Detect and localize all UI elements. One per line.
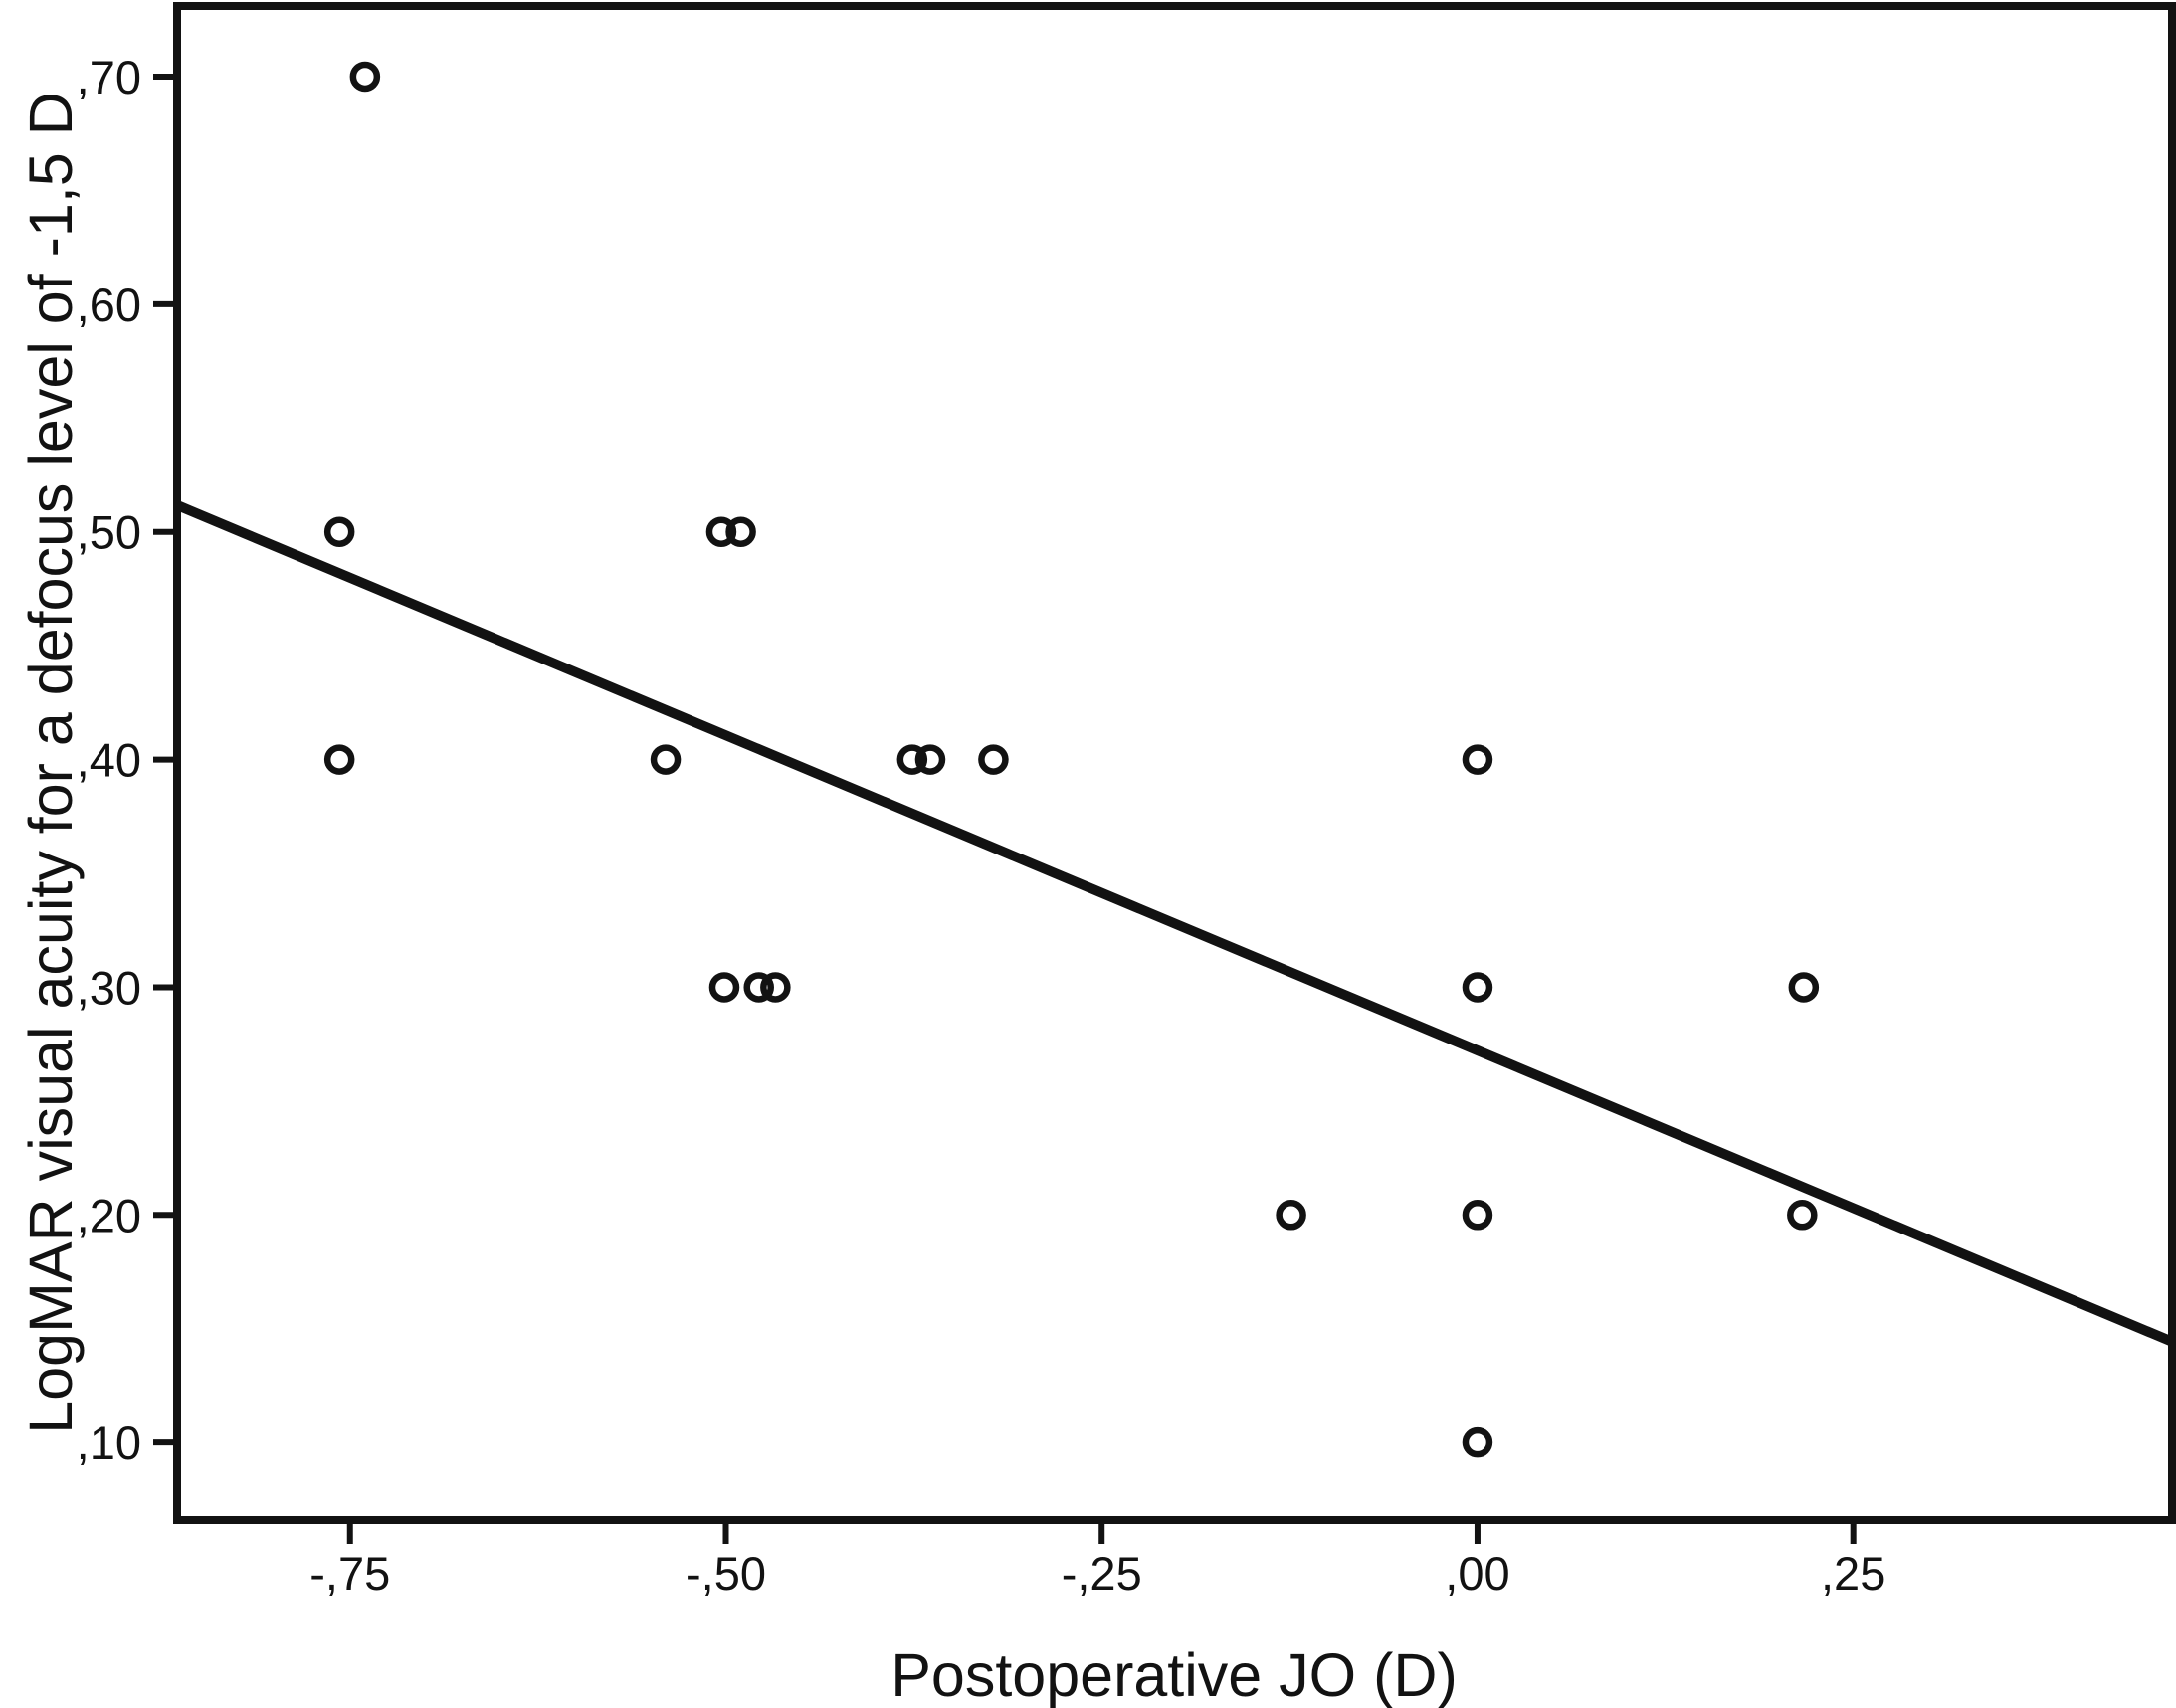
- data-point: [1462, 972, 1493, 1003]
- y-axis-ticks: ,70 ,60 ,50 ,40 ,30 ,20 ,10: [77, 51, 177, 1469]
- y-tick-label: ,60: [77, 279, 141, 331]
- data-point: [760, 972, 791, 1003]
- data-point: [323, 744, 355, 775]
- y-tick-label: ,70: [77, 51, 141, 103]
- y-axis-title: LogMAR visual acuity for a defocus level…: [17, 92, 85, 1433]
- data-point: [708, 972, 740, 1003]
- x-tick-label: -,25: [1062, 1547, 1142, 1600]
- data-point: [323, 516, 355, 547]
- x-tick-label: -,75: [309, 1547, 390, 1600]
- y-tick-label: ,20: [77, 1189, 141, 1241]
- data-point: [349, 61, 381, 93]
- data-point: [914, 744, 946, 775]
- data-point: [743, 972, 774, 1003]
- y-tick-label: ,40: [77, 734, 141, 787]
- data-point: [1276, 1200, 1306, 1231]
- data-point: [725, 516, 756, 547]
- plot-frame: [173, 2, 2176, 1524]
- data-point: [1462, 1200, 1493, 1231]
- data-point: [978, 744, 1009, 775]
- y-tick-label: ,10: [77, 1417, 141, 1469]
- data-point: [1462, 1426, 1493, 1458]
- x-axis-title: Postoperative JO (D): [890, 1641, 1458, 1708]
- data-point: [1787, 1200, 1818, 1231]
- x-tick-label: ,25: [1821, 1547, 1885, 1600]
- data-point: [896, 744, 928, 775]
- y-tick-label: ,50: [77, 506, 141, 559]
- scatter-series: [175, 61, 2174, 1458]
- x-axis-ticks: -,75 -,50 -,25 ,00 ,25: [309, 1520, 1885, 1600]
- regression-line: [175, 500, 2174, 1347]
- y-tick-label: ,30: [77, 961, 141, 1014]
- data-point: [1788, 972, 1820, 1003]
- data-point: [705, 516, 737, 547]
- data-point: [650, 744, 682, 775]
- x-tick-label: ,00: [1445, 1547, 1509, 1600]
- data-point: [1462, 744, 1493, 775]
- x-tick-label: -,50: [686, 1547, 766, 1600]
